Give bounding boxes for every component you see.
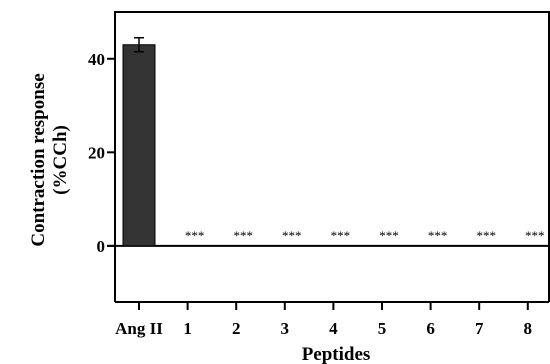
y-axis-title-line-2: (%CCh)	[50, 125, 71, 195]
significance-label-1: ***	[185, 228, 205, 243]
x-tick-label-8: 8	[524, 319, 533, 338]
x-tick-label-7: 7	[475, 319, 484, 338]
x-tick-label-5: 5	[378, 319, 387, 338]
x-tick-label-2: 2	[232, 319, 241, 338]
bar-0	[122, 44, 156, 247]
significance-label-3: ***	[282, 228, 302, 243]
x-tick-label-0: Ang II	[115, 319, 163, 338]
plot-frame	[114, 11, 550, 302]
y-axis-title-line-1: Contraction response	[28, 73, 49, 246]
significance-label-2: ***	[233, 228, 253, 243]
significance-label-6: ***	[428, 228, 448, 243]
x-tick-label-1: 1	[183, 319, 192, 338]
y-axis-title: Contraction response (%CCh)	[28, 73, 71, 246]
significance-label-5: ***	[379, 228, 399, 243]
x-axis-title: Peptides	[302, 344, 371, 364]
y-tick-label-40: 40	[88, 50, 105, 69]
significance-label-7: ***	[476, 228, 496, 243]
y-tick-label-0: 0	[97, 237, 106, 256]
plot-area: 0 20 40 Ang II 1 *** 2 *** 3 *** 4 *** 5 *** 6 *** 7 *** 8…	[88, 11, 550, 338]
significance-label-8: ***	[525, 228, 545, 243]
x-tick-label-6: 6	[426, 319, 435, 338]
x-tick-label-3: 3	[281, 319, 290, 338]
significance-label-4: ***	[331, 228, 351, 243]
x-tick-label-4: 4	[329, 319, 338, 338]
y-tick-label-20: 20	[88, 143, 105, 162]
